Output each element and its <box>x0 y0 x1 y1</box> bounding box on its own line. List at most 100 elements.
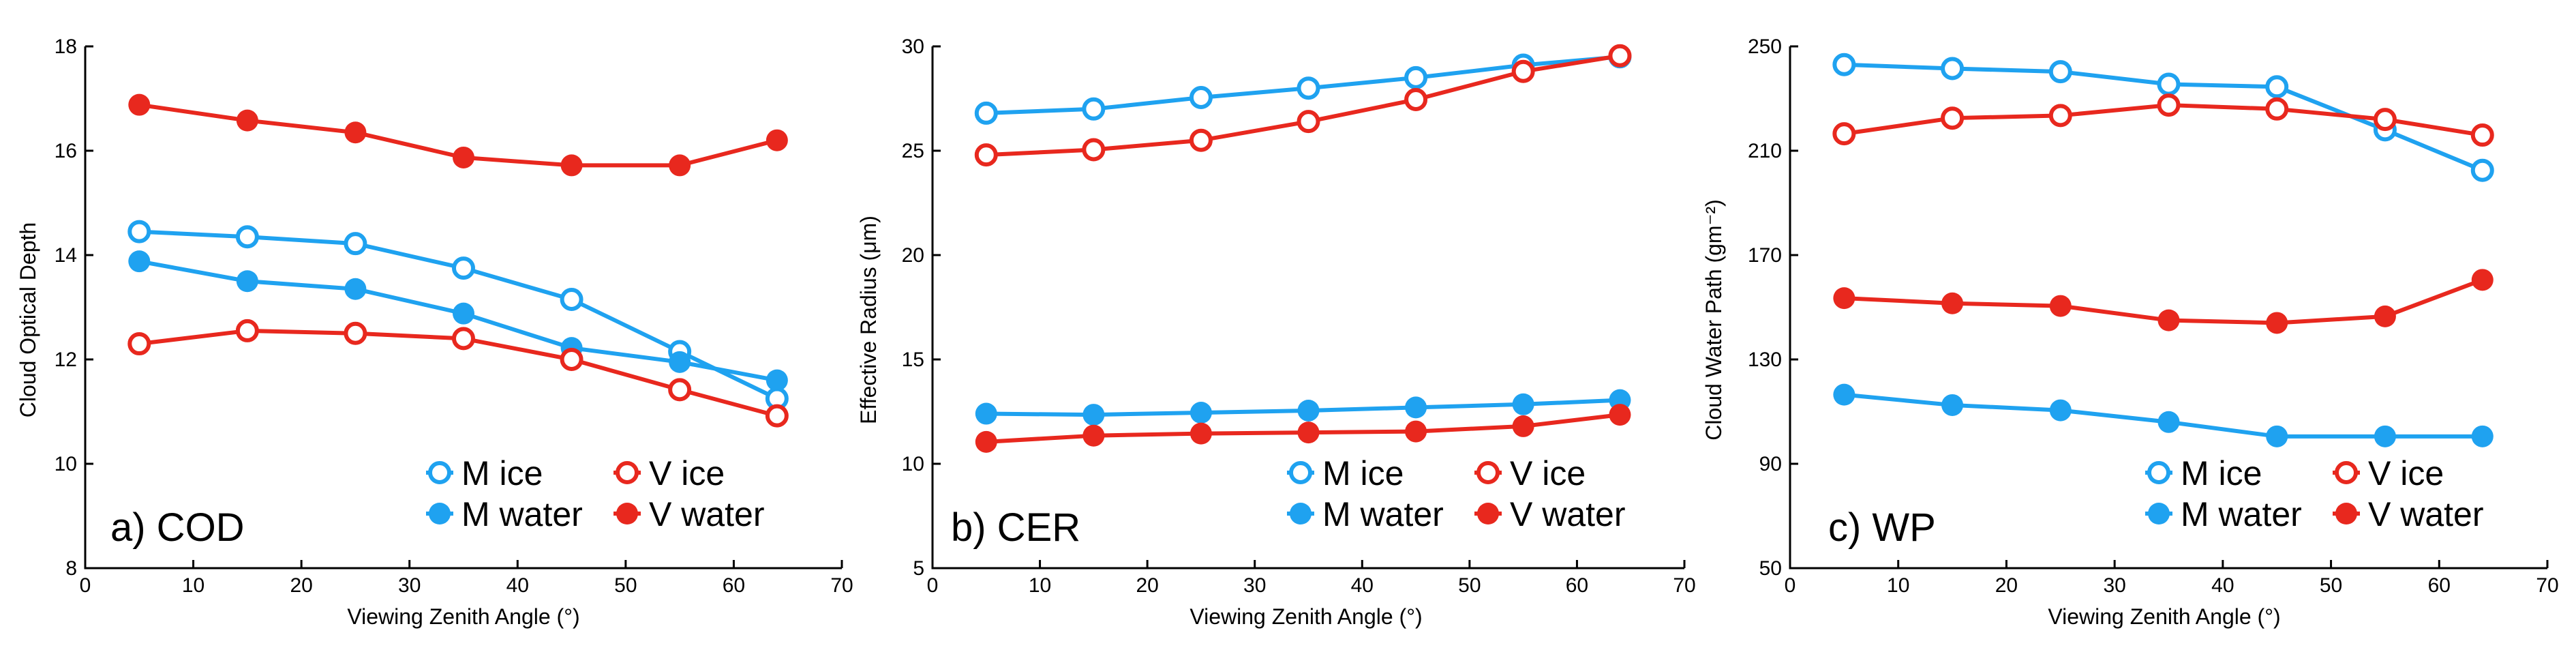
cer-legend-marker-v-water <box>1477 503 1499 524</box>
cer-x-tick-label: 20 <box>1136 574 1158 597</box>
cer-x-tick-label: 10 <box>1029 574 1051 597</box>
wp-y-tick-label: 250 <box>1748 35 1782 58</box>
wp-legend-marker-m-ice <box>2147 461 2170 484</box>
cer-plot: 0 10 20 30 40 50 60 70 5 10 15 20 25 30 M ice V ice M wa… <box>902 35 1696 597</box>
cod-point-m-ice <box>344 232 367 256</box>
wp-point-v-water <box>2471 269 2494 291</box>
cod-point-m-water <box>766 369 788 391</box>
cod-point-m-water <box>344 278 367 300</box>
cer-y-tick-label: 15 <box>902 349 924 371</box>
cer-point-m-water <box>1512 393 1534 415</box>
cod-point-v-ice <box>235 319 259 342</box>
cod-x-tick-label: 40 <box>506 574 529 597</box>
cod-point-v-ice <box>668 378 692 402</box>
wp-x-tick-label: 60 <box>2428 574 2451 597</box>
cod-point-v-water <box>766 129 788 151</box>
cod-x-tick-label: 70 <box>830 574 853 597</box>
cer-point-m-water <box>1082 404 1105 426</box>
cer-series-v-ice <box>974 44 1632 167</box>
wp-point-m-water <box>2266 425 2288 447</box>
cod-legend-label-v-ice: V ice <box>649 454 725 492</box>
cer-y-tick-label: 30 <box>902 35 924 58</box>
cod-point-m-ice <box>127 220 151 243</box>
cod-point-v-water <box>560 154 583 177</box>
wp-series-v-ice <box>1832 93 2494 147</box>
wp-point-m-ice <box>2470 158 2494 182</box>
wp-point-v-ice <box>1832 122 1856 146</box>
cer-point-v-ice <box>1189 128 1213 152</box>
cod-x-tick-label: 0 <box>80 574 91 597</box>
cod-point-v-ice <box>344 321 367 345</box>
cer-point-v-water <box>1189 422 1212 445</box>
cer-x-tick-label: 60 <box>1566 574 1588 597</box>
panel-wp: Cloud Water Path (gm⁻²) Viewing Zenith A… <box>1701 199 2281 629</box>
cer-legend-marker-v-ice <box>1476 461 1500 484</box>
cod-point-m-water <box>453 302 474 325</box>
wp-x-tick-label: 0 <box>1785 574 1796 597</box>
cer-y-tick-label: 20 <box>902 244 924 267</box>
wp-point-v-water <box>1833 287 1855 310</box>
cod-plot: 0 10 20 30 40 50 60 70 8 10 12 14 16 18 M ice V ice M wa… <box>55 35 853 597</box>
cod-y-tick-label: 14 <box>55 244 77 267</box>
wp-series-m-water <box>1833 383 2494 447</box>
cer-point-m-water <box>1189 402 1212 424</box>
cer-point-m-water <box>1297 399 1320 422</box>
cer-point-v-water <box>1512 415 1534 437</box>
wp-y-tick-label: 170 <box>1748 244 1782 267</box>
cer-legend-marker-m-water <box>1290 503 1312 524</box>
cod-legend: M ice V ice M water V water <box>426 454 765 533</box>
wp-point-v-water <box>2049 295 2072 317</box>
wp-point-v-ice <box>2265 97 2289 121</box>
wp-y-tick-label: 210 <box>1748 140 1782 162</box>
cer-legend-label-m-water: M water <box>1322 495 1444 533</box>
wp-point-m-ice <box>2265 75 2289 99</box>
wp-legend: M ice V ice M water V water <box>2145 454 2484 533</box>
cer-point-v-ice <box>1608 44 1632 68</box>
cod-legend-label-v-water: V water <box>649 495 765 533</box>
wp-x-tick-label: 10 <box>1887 574 1909 597</box>
cod-legend-marker-m-ice <box>428 461 451 484</box>
wp-point-m-ice <box>2048 60 2072 84</box>
wp-point-m-water <box>2471 425 2494 447</box>
wp-y-tick-label: 90 <box>1759 453 1782 475</box>
wp-y-tick-label: 130 <box>1748 349 1782 371</box>
cod-point-m-ice <box>560 288 584 312</box>
wp-point-m-ice <box>2157 72 2181 96</box>
cer-point-m-ice <box>1404 65 1428 89</box>
cod-point-v-ice <box>127 332 151 356</box>
cod-legend-marker-v-water <box>616 503 638 524</box>
cod-x-tick-label: 30 <box>398 574 421 597</box>
cer-series-v-water <box>975 404 1631 453</box>
cer-point-v-ice <box>974 143 998 167</box>
wp-point-m-water <box>1941 394 1964 416</box>
wp-point-v-water <box>2266 312 2288 334</box>
wp-point-v-water <box>2374 305 2396 327</box>
cod-legend-label-m-water: M water <box>461 495 583 533</box>
cer-point-v-water <box>975 430 997 453</box>
wp-point-v-ice <box>2157 93 2181 117</box>
cer-legend-label-v-ice: V ice <box>1510 454 1586 492</box>
cod-point-v-water <box>236 109 258 132</box>
wp-point-m-ice <box>1832 53 1856 76</box>
wp-point-v-water <box>2157 309 2180 331</box>
cer-xlabel: Viewing Zenith Angle (°) <box>1189 604 1422 629</box>
wp-point-m-water <box>2374 425 2396 447</box>
cer-y-tick-label: 5 <box>913 557 924 580</box>
wp-point-v-ice <box>2373 108 2397 132</box>
wp-ylabel: Cloud Water Path (gm⁻²) <box>1701 199 1726 441</box>
cod-point-m-water <box>128 250 151 273</box>
wp-legend-label-m-water: M water <box>2181 495 2302 533</box>
cer-panel-title: b) CER <box>951 505 1080 550</box>
cod-y-tick-label: 10 <box>55 453 77 475</box>
cod-legend-label-m-ice: M ice <box>461 454 543 492</box>
cer-x-tick-label: 0 <box>927 574 939 597</box>
wp-legend-marker-m-water <box>2148 503 2170 524</box>
cer-point-v-water <box>1082 424 1105 447</box>
cod-y-tick-label: 16 <box>55 140 77 162</box>
wp-x-tick-label: 20 <box>1995 574 2018 597</box>
wp-point-m-water <box>1833 383 1855 406</box>
cod-series-m-water <box>128 250 788 391</box>
wp-x-tick-label: 70 <box>2536 574 2558 597</box>
cer-point-v-ice <box>1404 88 1428 112</box>
